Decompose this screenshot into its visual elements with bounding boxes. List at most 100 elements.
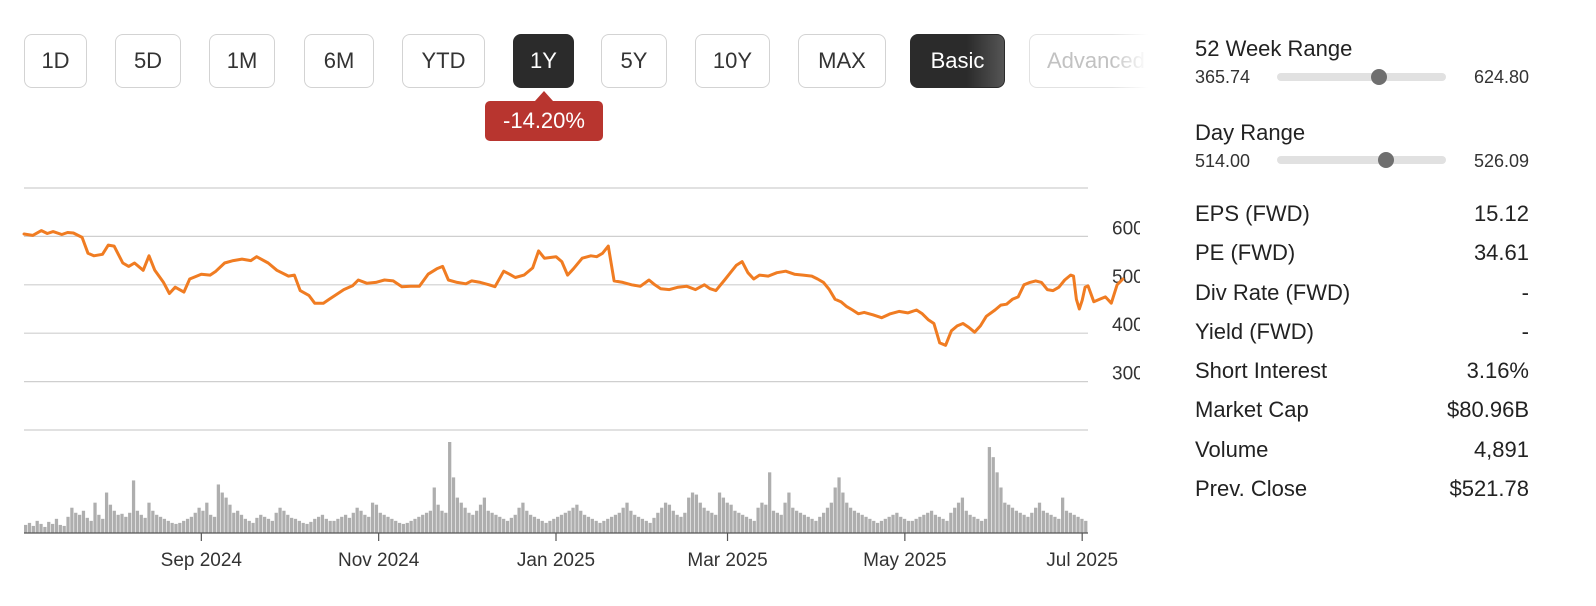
volume-bar: [417, 516, 421, 533]
volume-bar: [802, 514, 806, 533]
volume-bar: [266, 518, 271, 533]
volume-bar: [251, 522, 255, 533]
volume-bar: [93, 502, 97, 533]
volume-bar: [606, 518, 610, 533]
volume-bar: [995, 472, 999, 533]
volume-bar: [421, 514, 425, 533]
volume-bar: [779, 514, 783, 533]
range-button-1y[interactable]: 1Y: [513, 34, 574, 88]
volume-bar: [818, 516, 822, 533]
volume-bar: [760, 502, 764, 533]
volume-bar: [448, 442, 452, 533]
stat-value: -: [1521, 319, 1529, 344]
volume-bar: [24, 524, 28, 533]
volume-bar: [829, 502, 833, 533]
week52-slider-knob: [1370, 69, 1387, 85]
volume-bar: [324, 518, 328, 533]
volume-bar: [486, 510, 490, 533]
volume-bar: [602, 520, 606, 533]
volume-bar: [193, 512, 197, 533]
volume-bar: [182, 520, 186, 533]
volume-bar: [864, 516, 868, 533]
volume-bar: [914, 518, 918, 533]
volume-bar: [1072, 514, 1076, 533]
x-tick-label: Sep 2024: [161, 550, 243, 570]
range-button-6m[interactable]: 6M: [304, 34, 374, 88]
volume-bar: [567, 510, 571, 533]
volume-bar: [521, 502, 525, 533]
volume-bar: [166, 520, 170, 533]
volume-bar: [848, 507, 853, 533]
volume-bar: [814, 520, 818, 533]
volume-bar: [205, 502, 209, 533]
volume-bar: [525, 510, 529, 533]
volume-bar: [636, 516, 641, 533]
volume-bar: [571, 507, 575, 533]
volume-bar: [444, 512, 448, 533]
volume-bar: [575, 504, 579, 533]
volume-bar: [987, 447, 992, 533]
volume-bar: [440, 510, 444, 533]
range-button-5y[interactable]: 5Y: [601, 34, 667, 88]
stat-row-short-interest: Short Interest 3.16%: [1195, 358, 1529, 388]
volume-bar: [579, 510, 583, 533]
range-button-5d[interactable]: 5D: [115, 34, 181, 88]
volume-bar: [475, 510, 479, 533]
volume-bar: [247, 520, 251, 533]
volume-bar: [405, 522, 409, 533]
day-range-low: 514.00: [1195, 151, 1251, 171]
volume-bar: [837, 477, 841, 533]
range-button-1m[interactable]: 1M: [209, 34, 275, 88]
range-button-1d[interactable]: 1D: [24, 34, 87, 88]
volume-bar: [367, 516, 371, 533]
volume-bar: [582, 514, 587, 533]
volume-bar: [960, 497, 965, 533]
volume-bar: [714, 514, 718, 533]
volume-bar: [598, 522, 602, 533]
volume-bar: [806, 516, 810, 533]
volume-bar: [305, 523, 309, 533]
volume-bar: [744, 516, 749, 533]
volume-bar: [494, 514, 498, 533]
volume-bar: [467, 512, 471, 533]
range-button-10y[interactable]: 10Y: [695, 34, 770, 88]
volume-bar: [667, 504, 672, 533]
view-advanced-button[interactable]: Advanced: [1029, 34, 1152, 88]
view-basic-button[interactable]: Basic: [910, 34, 1005, 88]
volume-bar: [922, 514, 926, 533]
volume-bar: [502, 518, 506, 533]
volume-bar: [729, 504, 733, 533]
volume-bar: [139, 514, 143, 533]
volume-bar: [633, 514, 637, 533]
volume-bar: [899, 516, 903, 533]
volume-bar: [201, 510, 205, 533]
volume-bar: [463, 507, 467, 533]
volume-bar: [243, 518, 247, 533]
stat-label: Market Cap: [1195, 397, 1309, 422]
volume-bar: [999, 487, 1003, 533]
volume-bar: [290, 517, 294, 533]
volume-bar: [66, 516, 70, 533]
day-range-high: 526.09: [1473, 151, 1529, 171]
volume-bar: [752, 520, 756, 533]
volume-bar: [131, 480, 136, 533]
volume-bar: [532, 516, 537, 533]
range-button-max[interactable]: MAX: [798, 34, 886, 88]
volume-bar: [97, 514, 101, 533]
volume-bar: [721, 497, 726, 533]
volume-bar: [1030, 512, 1034, 533]
volume-bar: [359, 510, 363, 533]
volume-bar: [1010, 507, 1015, 533]
range-button-ytd[interactable]: YTD: [402, 34, 485, 88]
volume-bar: [185, 518, 190, 533]
volume-bar: [320, 514, 325, 533]
volume-bar: [783, 502, 787, 533]
volume-bar: [62, 525, 66, 533]
volume-bar: [976, 518, 980, 533]
volume-bar: [663, 502, 668, 533]
y-tick-label: 300: [1112, 364, 1140, 385]
stat-row-div-rate: Div Rate (FWD) -: [1195, 280, 1529, 310]
volume-bar: [343, 514, 348, 533]
week52-title: 52 Week Range: [1195, 36, 1353, 61]
volume-bar: [58, 524, 62, 533]
